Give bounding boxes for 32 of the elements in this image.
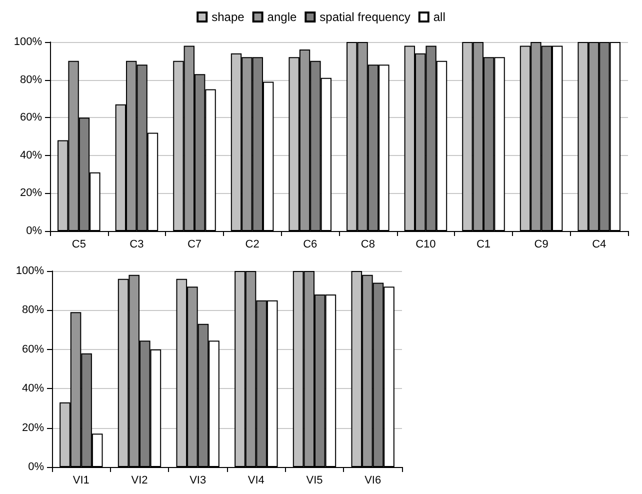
y-tick-label: 40% <box>20 149 42 162</box>
x-tick-label: C4 <box>592 238 606 250</box>
y-tick-label: 60% <box>22 343 44 356</box>
x-tick-label: C6 <box>303 238 318 250</box>
legend-label: spatial frequency <box>320 10 410 24</box>
legend-label: angle <box>267 10 297 24</box>
y-tick-label: 80% <box>20 74 42 86</box>
y-tick-label: 100% <box>16 265 44 277</box>
x-tick-label: C5 <box>72 238 86 250</box>
x-tick-label: C10 <box>416 238 436 250</box>
x-tick-label: VI1 <box>72 474 90 486</box>
y-tick-label: 60% <box>20 112 42 124</box>
legend-label: shape <box>212 10 245 24</box>
x-tick-label: VI5 <box>306 474 323 486</box>
x-tick-label: C3 <box>130 238 144 250</box>
y-tick-label: 100% <box>14 36 42 48</box>
legend-label: all <box>433 10 446 24</box>
y-tick-label: 80% <box>22 304 44 316</box>
x-tick-label: C8 <box>360 238 375 250</box>
x-tick-label: C9 <box>534 238 548 250</box>
x-tick-label: VI3 <box>190 474 206 486</box>
y-tick-label: 20% <box>22 422 44 434</box>
x-tick-label: VI6 <box>364 474 382 486</box>
x-tick-label: VI2 <box>131 474 148 486</box>
y-tick-label: 0% <box>26 225 42 237</box>
x-tick-label: VI4 <box>248 474 264 486</box>
x-tick-label: C1 <box>476 238 491 250</box>
x-tick-label: C2 <box>245 238 260 250</box>
y-tick-label: 40% <box>22 382 44 395</box>
y-tick-label: 20% <box>20 187 42 200</box>
x-tick-label: C7 <box>187 238 202 250</box>
y-tick-label: 0% <box>28 461 44 473</box>
